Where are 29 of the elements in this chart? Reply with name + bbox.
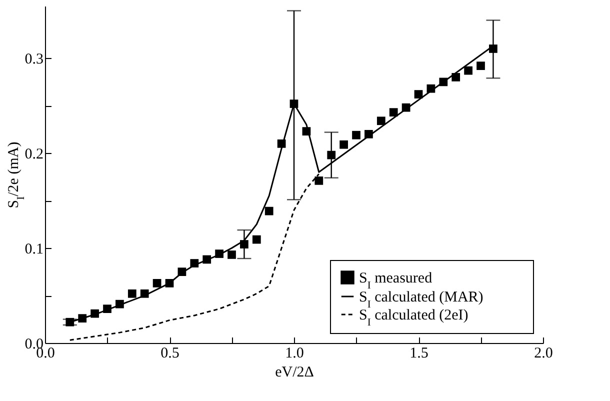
x-tick-label: 2.0 [534,346,553,362]
y-tick-label: 0.3 [24,52,44,68]
point [128,289,136,298]
point [314,176,324,185]
point [264,206,274,216]
point [252,235,261,244]
legend-label: S$_{I}$ calculated (MAR) [359,290,484,310]
point [489,44,498,53]
point [352,130,360,140]
point [340,140,348,149]
y-tick-label: 0.2 [24,146,44,163]
point [376,116,386,126]
x-tick-label: 1.5 [410,346,428,362]
point [476,62,485,70]
point [152,279,162,288]
x-axis-title: eV/2Δ [275,364,314,380]
y-tick-label: 0.1 [24,242,44,258]
legend-label: S$_{I}$ measured [359,270,433,291]
point [414,90,423,98]
point [464,66,472,75]
legend-label: S$_{I}$ calculated (2eI) [359,308,468,328]
x-tick-label: 1.0 [285,346,304,362]
point [240,240,248,248]
point [66,318,74,326]
point [327,150,336,160]
x-tick-label: 0.5 [160,346,180,362]
point [389,108,398,117]
point [228,250,236,259]
point [452,73,460,82]
